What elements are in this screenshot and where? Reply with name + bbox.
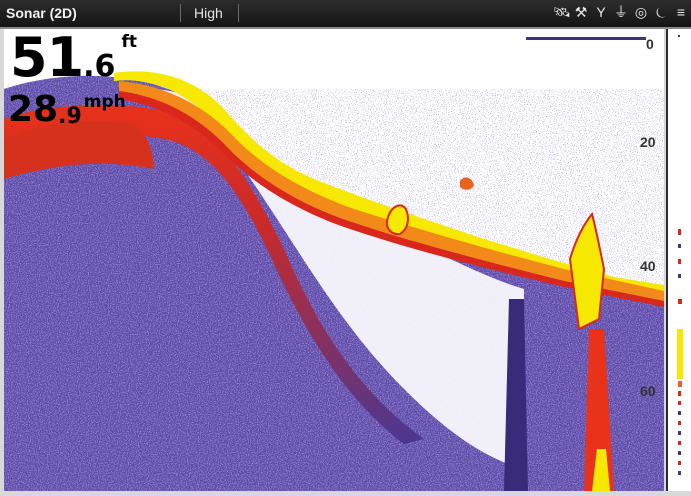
satellite-icon[interactable]: 🛰 [553,4,571,20]
amplitude-scope [677,35,683,475]
speed-unit: mph [83,92,126,112]
bottom-orange-edge [119,81,664,301]
depth-readout: 51 .6 ft [10,30,137,86]
target-cluster-2 [460,177,474,190]
structure-right [568,211,606,331]
title-bar: Sonar (2D) High 🛰 ⚒ Y ⏚ ◎ ⏾ ≡ [0,0,691,29]
depth-label-40: 40 [640,258,656,274]
speed-value-decimal: .9 [58,104,82,129]
depth-unit: ft [121,32,137,52]
dark-column [504,299,528,491]
bottom-hard-return-left [4,121,154,179]
sensitivity-label: High [194,5,223,21]
menu-icon[interactable]: ≡ [676,4,686,20]
shadow-band [154,89,524,469]
alarm-icon[interactable]: ⏾ [655,4,667,20]
speed-readout: 28 .9 mph [8,90,126,130]
sonar-returns [4,37,664,491]
transducer-icon[interactable]: ⏚ [614,4,628,20]
view-title[interactable]: Sonar (2D) [6,5,77,21]
surface-clutter [526,37,646,40]
depth-label-60: 60 [640,383,656,399]
compass-icon[interactable]: ◎ [634,4,648,20]
sonar-view[interactable] [4,29,664,491]
structure-right-shadow [584,329,614,491]
amplitude-scope-panel [666,29,691,491]
depth-label-20: 20 [640,134,656,150]
depth-value-integer: 51 [10,26,84,89]
depth-label-0: 0 [646,36,654,52]
target-cluster-1 [385,204,409,236]
depth-value-decimal: .6 [83,49,116,84]
title-separator [180,4,181,22]
speed-value-integer: 28 [8,89,59,130]
status-icons: 🛰 ⚒ Y ⏚ ◎ ⏾ ≡ [553,3,689,23]
bottom-red-edge [119,91,664,307]
structure-right-core [592,449,610,491]
tools-icon[interactable]: ⚒ [574,4,588,20]
antenna-icon[interactable]: Y [596,4,606,20]
sensitivity-separator [238,4,239,22]
